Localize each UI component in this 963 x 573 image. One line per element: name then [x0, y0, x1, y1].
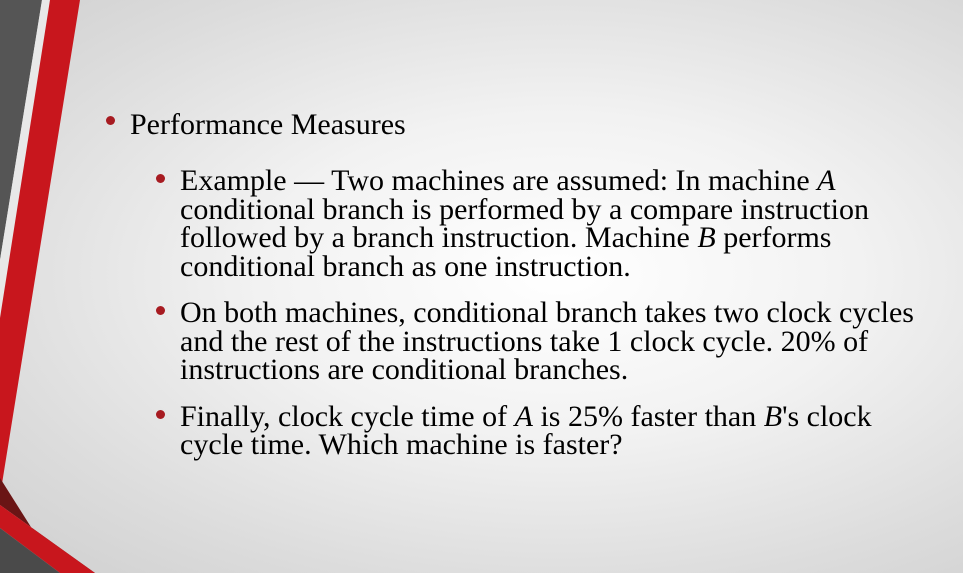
bullet-clock-cycles: On both machines, conditional branch tak… [156, 296, 936, 386]
text-segment: Finally, clock cycle time of [180, 399, 515, 433]
bottom-gray-stripe [0, 528, 60, 573]
text-segment: 's clock cycle time. Which machine is fa… [180, 399, 872, 461]
bullet-dot [156, 306, 165, 315]
bullet-dot [156, 174, 165, 183]
bottom-red-stripe [0, 505, 95, 573]
bullet-question: Finally, clock cycle time of A is 25% fa… [156, 399, 936, 461]
bullet-level1: Performance Measures [106, 108, 936, 141]
bullet-example: Example — Two machines are assumed: In m… [156, 164, 936, 283]
italic-variable: B [697, 221, 716, 254]
slide-heading: Performance Measures [130, 108, 406, 141]
bullet-text: On both machines, conditional branch tak… [180, 296, 936, 386]
left-red-stripe [0, 0, 80, 496]
bullet-dot [106, 116, 115, 125]
italic-variable: A [514, 399, 533, 433]
italic-variable: B [763, 399, 783, 433]
text-segment: On both machines, conditional branch tak… [180, 296, 914, 386]
text-segment: is 25% faster than [532, 399, 764, 433]
bullet-text: Finally, clock cycle time of A is 25% fa… [180, 399, 936, 461]
bullet-dot [156, 409, 165, 419]
text-segment: Example — Two machines are assumed: In m… [180, 164, 818, 197]
bullet-text: Example — Two machines are assumed: In m… [180, 164, 936, 283]
italic-variable: A [817, 164, 836, 197]
text-segment: conditional branch is performed by a com… [180, 192, 869, 254]
text-segment: performs conditional branch as one instr… [180, 221, 832, 283]
slide-content: Performance Measures Example — Two machi… [106, 108, 936, 478]
